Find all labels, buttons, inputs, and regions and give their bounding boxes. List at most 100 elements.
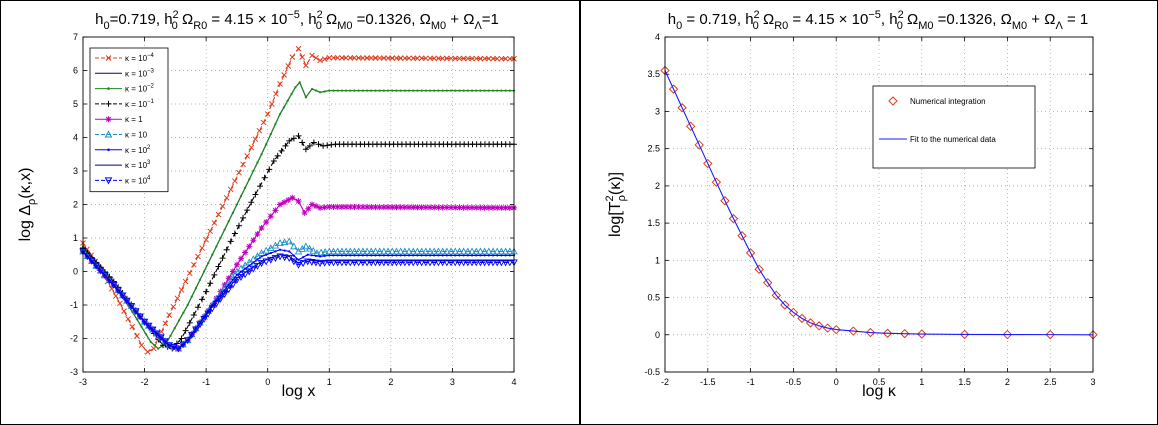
data-point [433,254,436,257]
data-point [405,247,413,255]
legend-marker [107,87,110,90]
data-point [305,205,312,212]
data-point [462,254,465,257]
data-point [353,89,356,92]
data-point [489,259,497,267]
y-tick-label: 0 [73,267,78,277]
data-point [417,259,426,267]
data-point [144,349,151,355]
data-point [376,55,383,61]
legend-label: κ = 102 [125,145,151,155]
data-point [458,89,461,92]
data-point [422,259,430,267]
data-point [448,204,455,211]
data-point [281,199,288,206]
x-axis-label: log x [282,383,316,400]
data-point [312,259,320,267]
data-point [269,133,272,136]
data-point [417,247,426,255]
data-point [328,141,335,148]
data-point [363,259,371,267]
data-point [213,295,220,302]
data-point [282,142,289,149]
data-point [456,204,463,211]
data-point [320,259,329,267]
data-point [382,254,385,257]
data-point [242,249,249,256]
data-point [219,203,226,210]
data-point [363,247,371,255]
y-tick-label: -1 [70,300,78,310]
series-0 [80,45,517,355]
data-point [198,278,202,281]
data-point [123,297,131,305]
data-point [314,254,318,257]
data-point [288,250,291,253]
data-point [127,303,136,310]
data-point [431,55,438,62]
data-point [409,259,418,267]
data-point [192,326,200,334]
legend-item: κ = 104 [95,175,151,185]
data-point [231,230,238,237]
data-point [343,55,349,61]
data-point [447,247,455,255]
data-point [438,247,447,255]
x-tick-label: 2.5 [1044,377,1057,387]
data-point [215,263,222,270]
data-point [472,259,480,267]
data-point [391,89,394,92]
data-point [497,259,506,267]
data-point [219,236,222,240]
y-tick-label: 3 [655,106,660,116]
data-point [349,89,352,92]
data-point [416,89,419,92]
legend-label: κ = 10−4 [125,53,155,63]
x-tick-label: -1 [202,377,210,387]
data-point [194,287,197,290]
data-point [506,204,513,211]
data-point [283,249,286,252]
legend-label: κ = 1 [125,115,143,124]
data-point [169,334,172,337]
data-point [282,106,285,109]
data-point [498,55,505,62]
legend-marker [107,148,110,152]
data-point [508,89,511,92]
data-point [414,204,421,211]
legend-item: Numerical integration [888,96,986,106]
y-tick-label: 1.5 [647,218,660,228]
data-point [489,247,497,255]
data-point [506,259,514,267]
data-point [134,333,140,339]
data-point [270,157,277,164]
data-point [274,152,281,159]
legend-item: κ = 10−1 [95,99,155,109]
data-point [215,245,218,248]
data-point [299,139,306,146]
x-tick-label: -2 [661,377,669,387]
data-point [203,288,210,295]
data-point [250,237,257,244]
data-point [233,276,241,284]
data-point [313,55,319,61]
data-point [265,253,268,256]
data-point [351,55,358,61]
legend-item: κ = 1 [95,115,143,124]
legend-box [89,47,169,193]
data-point [264,111,271,117]
data-point [316,260,324,268]
data-point [240,214,247,221]
data-point [393,204,400,211]
data-point [388,247,397,255]
data-point [320,142,327,149]
y-tick-label: 1 [73,233,78,243]
data-point [464,247,472,255]
data-point [317,204,324,211]
data-point [496,254,499,257]
data-point [285,255,294,263]
data-point [285,63,292,69]
data-point [118,292,127,300]
data-point [233,261,240,268]
